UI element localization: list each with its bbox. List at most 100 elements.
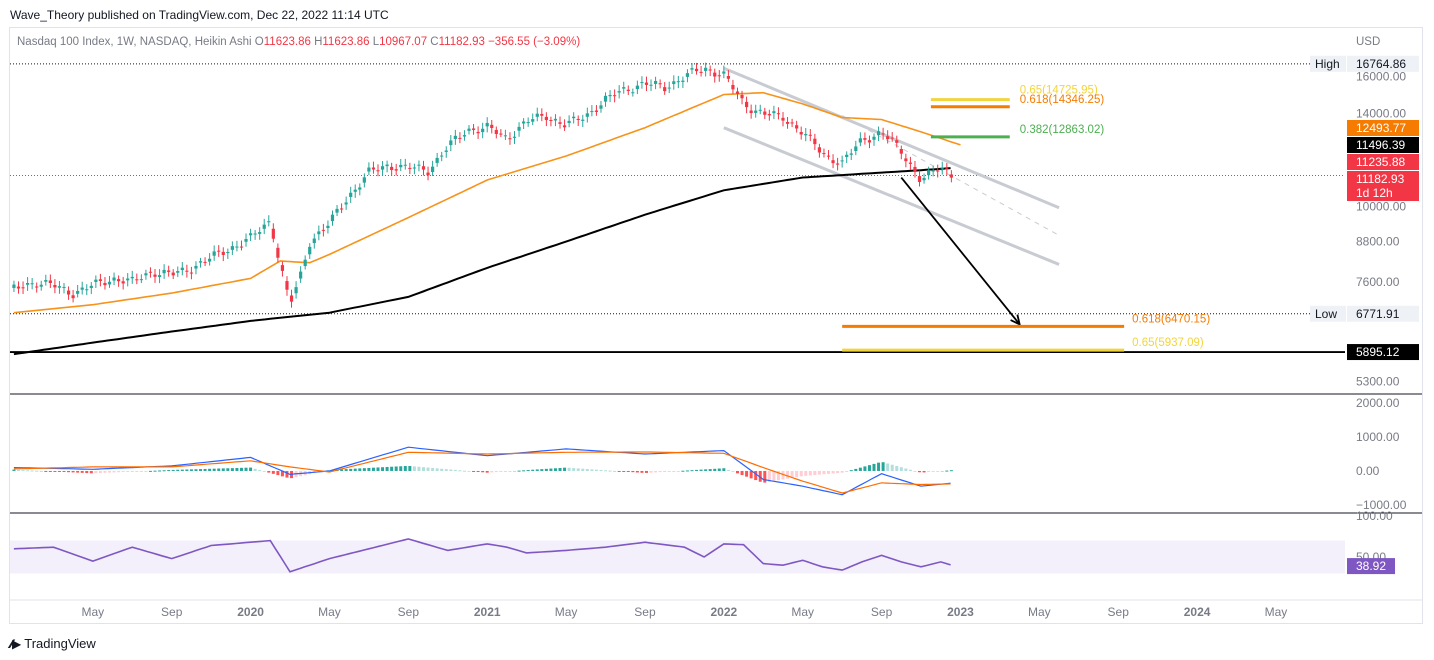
macd-histogram-bar (399, 466, 403, 471)
macd-histogram-bar (763, 470, 767, 483)
candle-body (444, 150, 448, 152)
macd-histogram-bar (581, 468, 585, 471)
macd-histogram-bar (494, 470, 498, 473)
candle-body (553, 118, 558, 121)
macd-histogram-bar (376, 467, 380, 471)
ma-orange-line (13, 91, 961, 314)
x-tick-label: May (318, 605, 341, 619)
y-tick-label: 14000.00 (1356, 107, 1406, 121)
candle-body (849, 153, 853, 155)
candle-body (376, 170, 380, 172)
candle-body (667, 87, 671, 89)
macd-histogram-bar (877, 462, 881, 471)
macd-histogram-bar (80, 470, 84, 473)
macd-histogram-bar (103, 470, 107, 473)
prev-close-price-tag: 11235.88 (1356, 155, 1405, 169)
candle-body (12, 284, 16, 288)
macd-histogram-bar (827, 470, 831, 474)
macd-histogram-bar (440, 468, 444, 471)
macd-histogram-bar (453, 469, 457, 471)
open-value: 11623.86 (263, 36, 311, 48)
candle-body (403, 164, 407, 166)
macd-histogram-bar (180, 469, 184, 471)
y-tick-label: 10000.00 (1356, 199, 1406, 213)
macd-histogram-bar (808, 470, 812, 476)
macd-histogram-bar (626, 470, 630, 472)
macd-histogram-bar (790, 470, 794, 478)
candle-body (85, 289, 89, 291)
macd-histogram-bar (685, 470, 689, 472)
macd-histogram-bar (522, 470, 526, 472)
macd-histogram-bar (167, 470, 171, 472)
macd-y-tick: 1000.00 (1356, 430, 1400, 444)
macd-histogram-bar (153, 470, 157, 472)
candle-body (826, 155, 831, 157)
candle-body (453, 135, 457, 139)
candle-body (308, 246, 312, 255)
candle-body (890, 137, 894, 139)
macd-histogram-bar (508, 470, 512, 472)
candle-body (349, 192, 353, 197)
candle-body (876, 131, 881, 136)
high-price-tag-caption: High (1315, 57, 1340, 71)
candle-body (235, 246, 239, 248)
candle-body (813, 138, 817, 145)
candle-body (799, 132, 803, 135)
macd-histogram-bar (799, 470, 803, 477)
candle-body (431, 166, 435, 172)
candle-body (713, 72, 717, 77)
candle-body (399, 164, 403, 168)
macd-histogram-bar (890, 464, 894, 471)
candle-body (808, 134, 812, 136)
candle-body (704, 67, 708, 71)
macd-histogram-bar (431, 467, 435, 471)
macd-histogram-bar (881, 462, 885, 471)
candle-body (690, 68, 694, 70)
chart-frame (9, 27, 1423, 624)
candle-body (412, 167, 416, 169)
candle-body (936, 170, 940, 172)
candle-body (121, 281, 125, 284)
macd-histogram-bar (385, 466, 389, 471)
candle-body (603, 95, 608, 102)
candle-body (248, 233, 253, 236)
macd-histogram-bar (481, 470, 485, 473)
candle-body (21, 287, 25, 289)
candle-body (904, 158, 908, 162)
candle-body (194, 265, 198, 269)
macd-histogram-bar (194, 469, 198, 471)
macd-histogram-bar (239, 467, 243, 471)
candle-body (708, 69, 712, 71)
candle-body (494, 129, 498, 135)
candle-body (294, 287, 298, 294)
macd-histogram-bar (622, 470, 626, 472)
candle-body (362, 177, 366, 183)
candle-body (758, 109, 762, 111)
candle-body (485, 122, 489, 127)
macd-histogram-bar (940, 470, 944, 472)
macd-histogram-bar (48, 470, 52, 472)
x-tick-label: 2021 (474, 605, 501, 619)
brand-name: TradingView (24, 636, 96, 651)
candle-body (831, 160, 835, 164)
macd-histogram-bar (949, 470, 953, 472)
candle-body (663, 87, 667, 92)
macd-histogram-bar (185, 469, 189, 471)
macd-histogram-bar (490, 470, 494, 473)
candle-body (854, 146, 858, 151)
macd-histogram-bar (513, 470, 517, 472)
candle-body (635, 85, 639, 90)
candle-body (112, 277, 116, 281)
candle-body (262, 224, 266, 229)
tradingview-brand[interactable]: ⁄⁄▶ TradingView (10, 636, 96, 651)
macd-histogram-bar (667, 470, 671, 472)
candle-body (44, 280, 48, 282)
candle-body (244, 238, 248, 242)
candle-body (208, 258, 212, 262)
candle-body (180, 267, 184, 271)
macd-histogram-bar (421, 467, 425, 471)
macd-histogram-bar (854, 468, 858, 471)
x-tick-label: Sep (161, 605, 183, 619)
macd-histogram-bar (139, 470, 143, 472)
